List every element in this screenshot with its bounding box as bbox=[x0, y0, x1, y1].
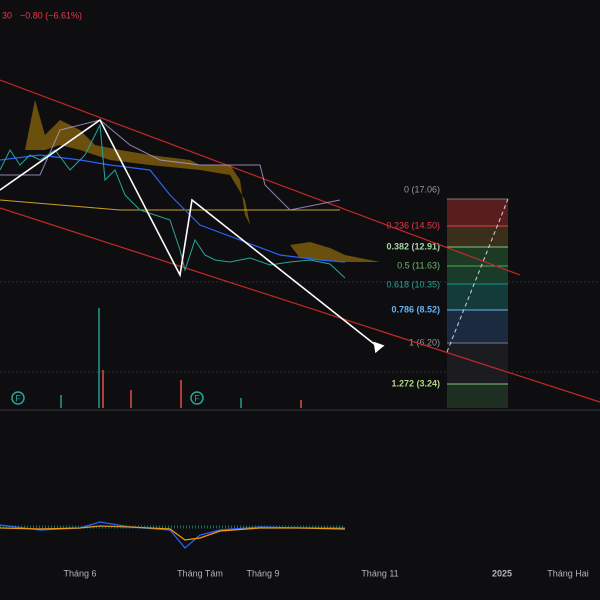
volume-bar bbox=[98, 308, 100, 408]
volume-bar bbox=[102, 370, 104, 408]
fib-zone bbox=[447, 310, 508, 343]
volume-bar bbox=[180, 380, 182, 408]
channel-upper bbox=[0, 79, 521, 276]
volume-bar bbox=[240, 398, 242, 408]
fib-zone bbox=[447, 284, 508, 310]
fib-label: 0 (17.06) bbox=[404, 184, 440, 194]
event-marker-label: F bbox=[194, 393, 200, 403]
fib-zone bbox=[447, 226, 508, 247]
last-price: 30 bbox=[2, 10, 12, 20]
fib-zone bbox=[447, 384, 508, 408]
fib-zone bbox=[447, 343, 508, 384]
fib-label: 1.272 (3.24) bbox=[391, 378, 440, 388]
time-label: Tháng Tám bbox=[177, 568, 223, 578]
fib-zone bbox=[447, 247, 508, 266]
fib-label: 0.382 (12.91) bbox=[386, 241, 440, 251]
volume-bar bbox=[300, 400, 302, 408]
event-marker bbox=[11, 391, 25, 405]
fib-label: 0.786 (8.52) bbox=[391, 304, 440, 314]
arrow-head bbox=[373, 341, 385, 354]
time-label: Tháng 11 bbox=[361, 568, 398, 578]
fib-zone bbox=[447, 199, 508, 226]
zigzag bbox=[0, 118, 379, 348]
time-label: 2025 bbox=[492, 568, 512, 578]
time-label: Tháng Hai bbox=[547, 568, 589, 578]
fib-labels: 0 (17.06) 0.236 (14.50) 0.382 (12.91) 0.… bbox=[386, 184, 440, 388]
volume-bar bbox=[130, 390, 132, 408]
event-marker bbox=[190, 391, 204, 405]
channel-lower bbox=[0, 207, 600, 403]
price-change: −0.80 (−6.61%) bbox=[20, 10, 82, 20]
price-path bbox=[0, 123, 346, 279]
fib-label: 0.5 (11.63) bbox=[397, 260, 440, 270]
fib-zones bbox=[446, 198, 509, 408]
ichimoku-cloud bbox=[25, 100, 250, 225]
time-label: Tháng 6 bbox=[63, 568, 96, 578]
ichimoku-cloud bbox=[290, 242, 380, 262]
conversion-line bbox=[0, 154, 346, 263]
volume-bar bbox=[60, 395, 62, 408]
volume bbox=[60, 308, 302, 408]
time-label: Tháng 9 bbox=[246, 568, 279, 578]
signal-line bbox=[0, 525, 346, 541]
fib-label: 0.236 (14.50) bbox=[386, 220, 440, 230]
fib-label: 1 (6.20) bbox=[409, 337, 440, 347]
time-axis: Tháng 6 Tháng Tám Tháng 9 Tháng 11 2025 … bbox=[63, 568, 588, 578]
base-line bbox=[0, 199, 340, 211]
fib-label: 0.618 (10.35) bbox=[386, 279, 440, 289]
lagging-span bbox=[0, 119, 341, 211]
event-marker-label: F bbox=[15, 393, 21, 403]
fib-zone bbox=[447, 266, 508, 284]
